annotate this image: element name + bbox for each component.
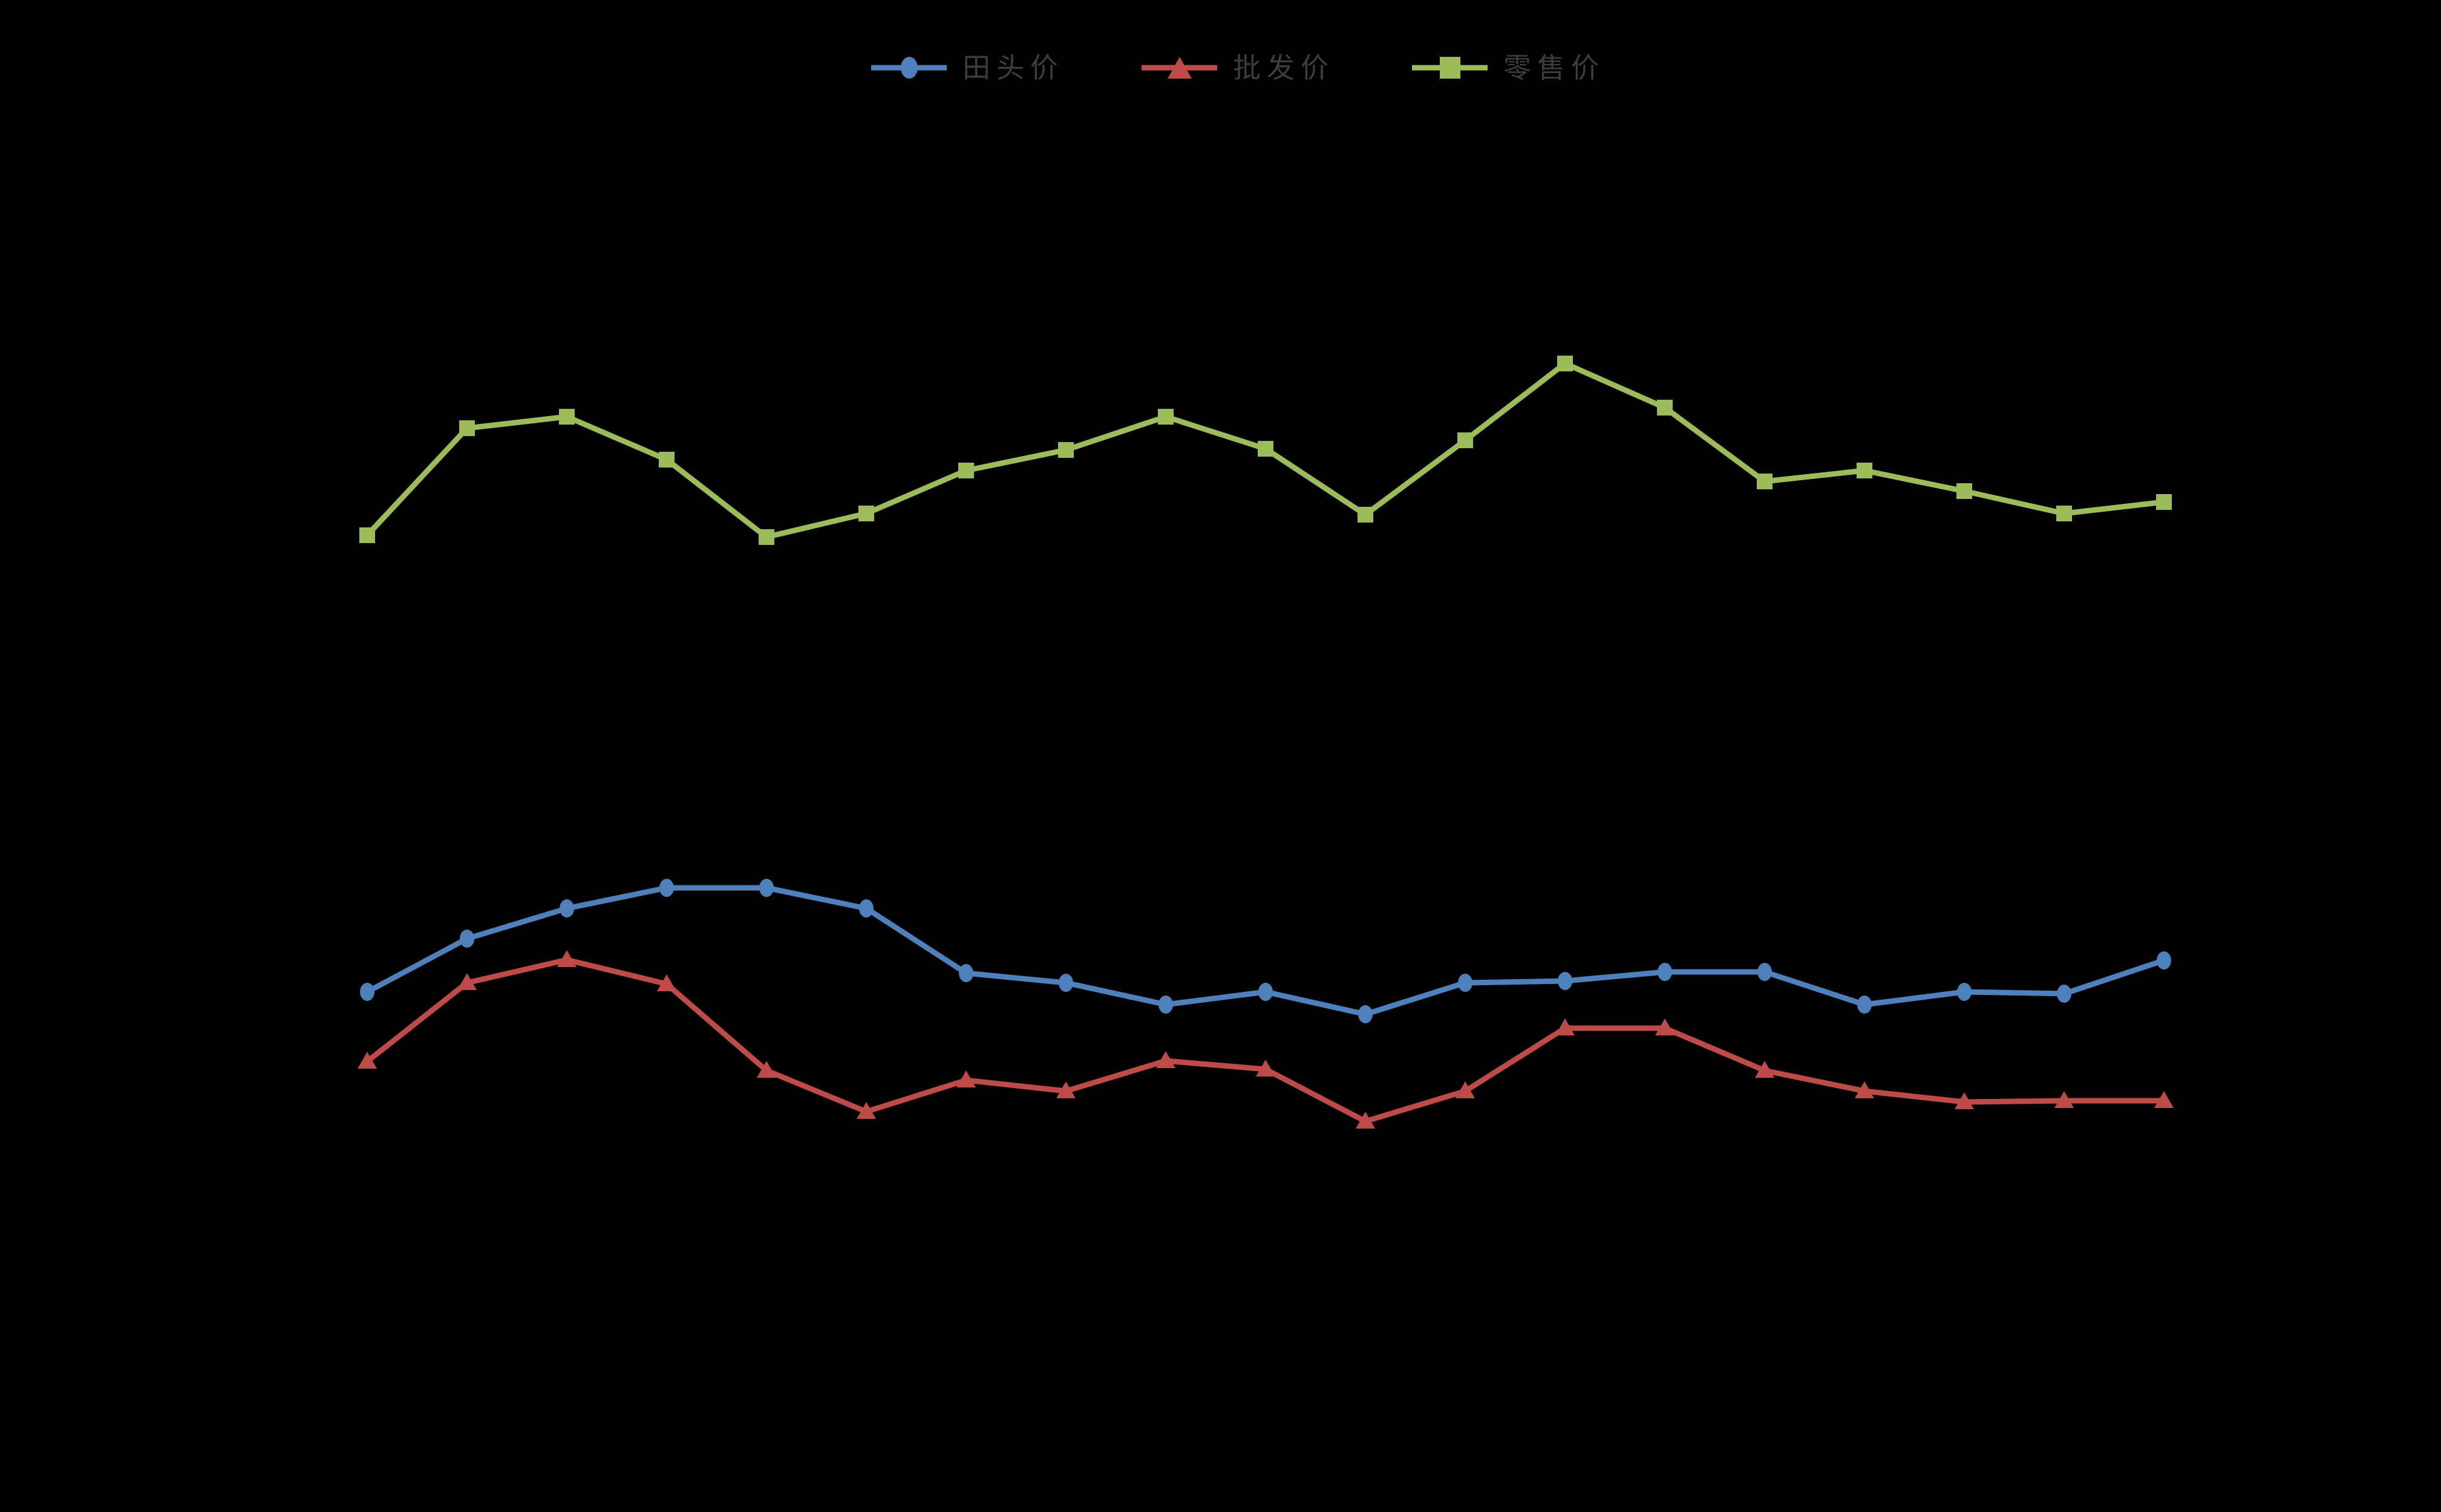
legend-label-farm-gate-price: 田头价: [962, 51, 1064, 84]
retail-price-marker: [2056, 506, 2072, 521]
retail-price-marker: [1258, 441, 1273, 457]
farm-gate-price-marker: [1658, 963, 1672, 981]
retail-price-marker: [659, 452, 675, 468]
retail-price-marker: [759, 529, 774, 545]
retail-price-marker: [1956, 483, 1972, 499]
wholesale-price-marker: [1555, 1018, 1575, 1035]
farm-gate-price-marker: [1258, 983, 1273, 1001]
wholesale-price-marker: [1755, 1061, 1774, 1078]
legend-item-farm-gate-price: 田头价: [871, 47, 1064, 88]
retail-price-marker: [958, 463, 974, 478]
legend-item-wholesale-price: 批发价: [1142, 47, 1335, 88]
retail-price-marker: [1657, 400, 1673, 415]
farm-gate-price-marker: [1158, 996, 1173, 1014]
chart-legend: 田头价 批发价 零售价: [871, 47, 1605, 88]
retail-price-marker: [1457, 432, 1473, 448]
wholesale-price-marker: [1256, 1060, 1275, 1077]
farm-gate-price-marker: [1358, 1005, 1373, 1023]
retail-price-marker: [1058, 442, 1074, 458]
farm-gate-price-marker: [460, 930, 474, 948]
retail-price-marker: [459, 420, 475, 436]
retail-price-marker: [359, 527, 375, 543]
farm-gate-price-marker: [2157, 951, 2171, 969]
triangle-marker-icon: [1167, 57, 1192, 79]
legend-item-retail-price: 零售价: [1412, 47, 1605, 88]
wholesale-price-marker: [1156, 1051, 1175, 1068]
legend-key-wholesale-price: [1142, 47, 1217, 88]
retail-price-marker: [1557, 356, 1573, 371]
farm-gate-price-marker: [659, 879, 674, 897]
retail-price-marker: [1358, 507, 1373, 523]
retail-price-marker: [858, 506, 874, 521]
retail-price-marker: [559, 409, 575, 425]
wholesale-price-marker: [457, 973, 477, 990]
wholesale-price-marker: [1655, 1018, 1675, 1035]
wholesale-price-marker: [1356, 1112, 1375, 1129]
farm-gate-price-marker: [560, 899, 574, 917]
legend-key-farm-gate-price: [871, 47, 947, 88]
farm-gate-price-marker: [859, 899, 874, 917]
wholesale-price-marker: [657, 974, 676, 991]
wholesale-price-marker: [1456, 1081, 1475, 1098]
farm-gate-price-marker: [959, 964, 973, 982]
wholesale-price-marker: [1955, 1092, 1974, 1109]
wholesale-price-marker: [358, 1052, 377, 1069]
wholesale-price-marker: [956, 1070, 976, 1087]
farm-gate-price-marker: [1857, 996, 1872, 1014]
wholesale-price-marker: [1056, 1081, 1076, 1098]
farm-gate-price-marker: [1059, 974, 1073, 992]
wholesale-price-marker: [757, 1061, 776, 1078]
farm-gate-price-marker: [1458, 974, 1472, 992]
farm-gate-price-marker: [360, 983, 374, 1001]
wholesale-price-marker: [2054, 1091, 2074, 1108]
legend-key-retail-price: [1412, 47, 1488, 88]
circle-marker-icon: [900, 57, 918, 79]
farm-gate-price-marker: [1957, 983, 1972, 1001]
legend-label-wholesale-price: 批发价: [1233, 51, 1335, 84]
square-marker-icon: [1439, 57, 1460, 79]
wholesale-price-marker: [2154, 1091, 2174, 1108]
wholesale-price-marker: [557, 950, 577, 967]
retail-price-marker: [1757, 474, 1773, 489]
wholesale-price-marker: [857, 1102, 876, 1119]
farm-gate-price-marker: [2057, 985, 2071, 1003]
retail-price-marker: [1158, 409, 1174, 425]
legend-label-retail-price: 零售价: [1503, 51, 1605, 84]
farm-gate-price-marker: [759, 879, 774, 897]
farm-gate-price-marker: [1558, 972, 1572, 990]
retail-price-marker: [1857, 463, 1872, 478]
farm-gate-price-marker: [1757, 963, 1772, 981]
retail-price-marker: [2156, 494, 2172, 510]
wholesale-price-marker: [1855, 1081, 1874, 1098]
